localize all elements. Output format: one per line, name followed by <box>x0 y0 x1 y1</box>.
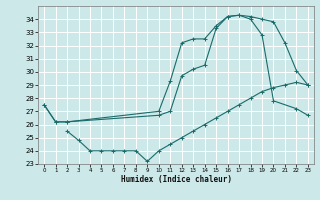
X-axis label: Humidex (Indice chaleur): Humidex (Indice chaleur) <box>121 175 231 184</box>
